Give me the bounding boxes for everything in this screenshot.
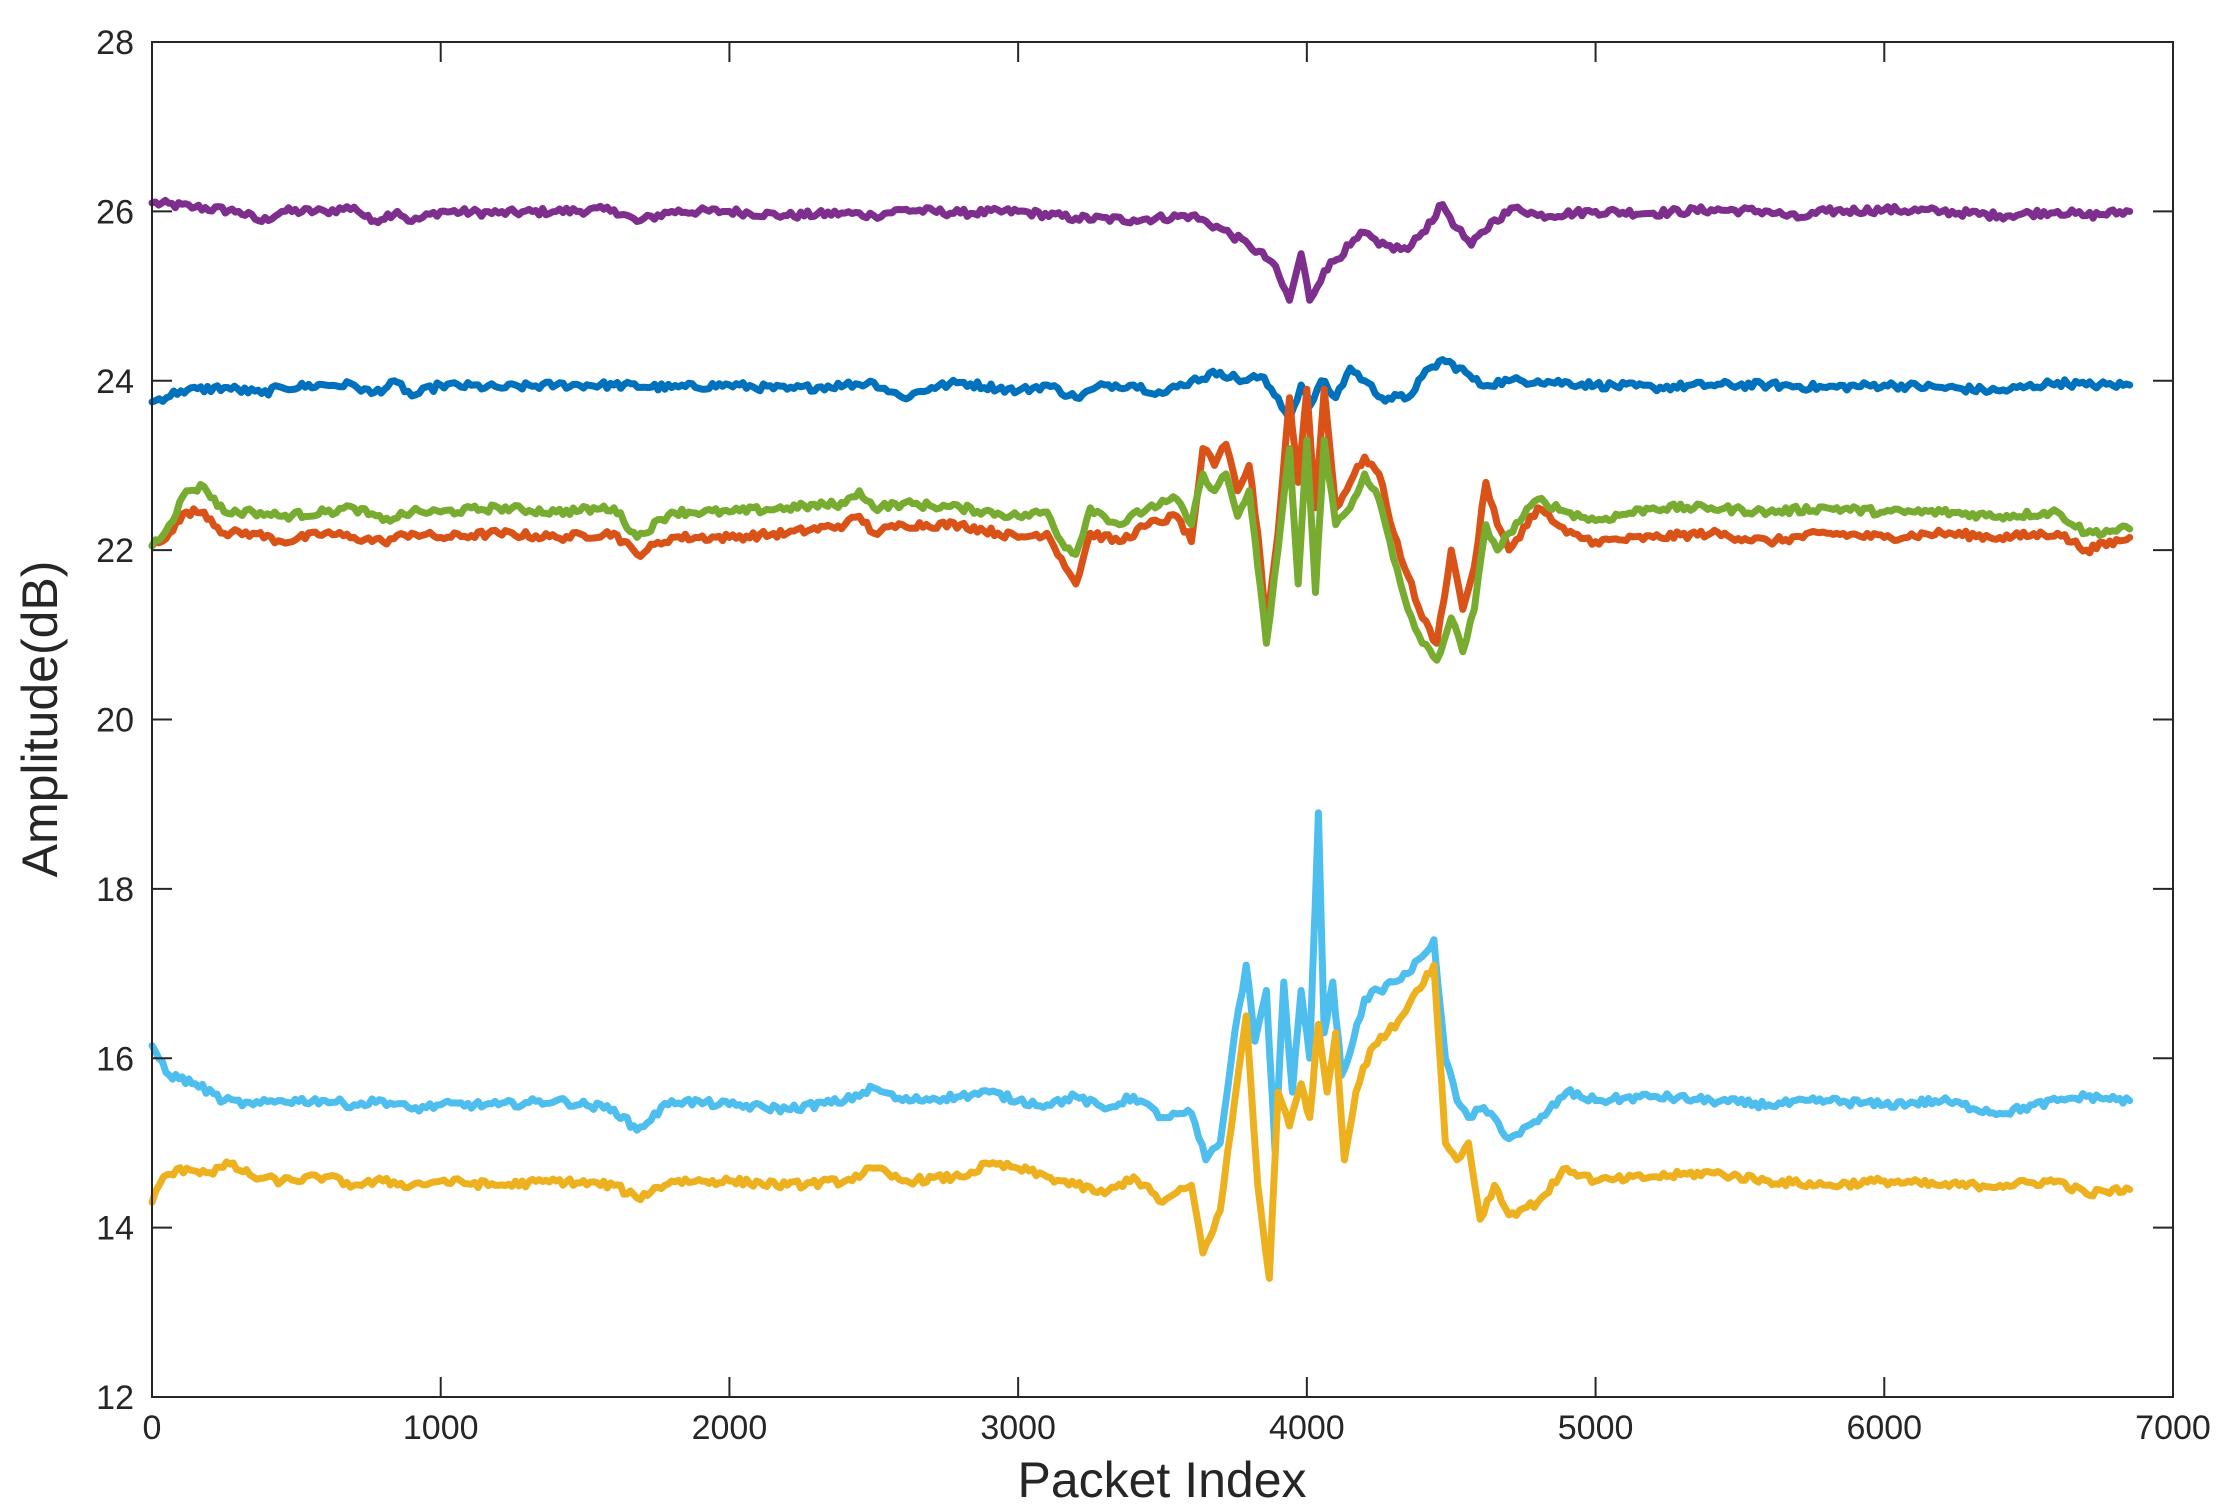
series-line-6 (148, 961, 2134, 1282)
x-tick-label: 0 (143, 1409, 162, 1447)
x-tick-label: 1000 (403, 1409, 479, 1447)
x-tick-label: 7000 (2135, 1409, 2211, 1447)
x-axis: 0 1000 2000 3000 4000 5000 6000 7000 (143, 42, 2211, 1447)
x-tick-label: 2000 (692, 1409, 768, 1447)
series-line-1 (148, 196, 2134, 304)
y-axis: 12 14 16 18 20 22 24 26 28 (96, 24, 2173, 1417)
y-tick-label: 24 (96, 363, 134, 401)
y-tick-label: 26 (96, 193, 134, 231)
y-tick-label: 12 (96, 1379, 134, 1417)
y-axis-title: Amplitude(dB) (12, 561, 68, 878)
y-tick-label: 22 (96, 532, 134, 570)
x-tick-label: 4000 (1269, 1409, 1345, 1447)
plot-series-group (148, 196, 2134, 1282)
y-tick-label: 28 (96, 24, 134, 62)
x-tick-label: 5000 (1558, 1409, 1634, 1447)
x-tick-label: 3000 (980, 1409, 1056, 1447)
x-tick-label: 6000 (1846, 1409, 1922, 1447)
series-line-3 (148, 385, 2134, 647)
x-axis-title: Packet Index (1017, 1452, 1306, 1508)
series-line-4 (148, 436, 2134, 664)
series-line-5 (148, 809, 2134, 1164)
y-tick-label: 16 (96, 1040, 134, 1078)
y-tick-label: 14 (96, 1210, 134, 1248)
y-tick-label: 20 (96, 702, 134, 740)
y-tick-label: 18 (96, 871, 134, 909)
axes-frame (151, 41, 2174, 1398)
series-line-2 (148, 356, 2134, 423)
